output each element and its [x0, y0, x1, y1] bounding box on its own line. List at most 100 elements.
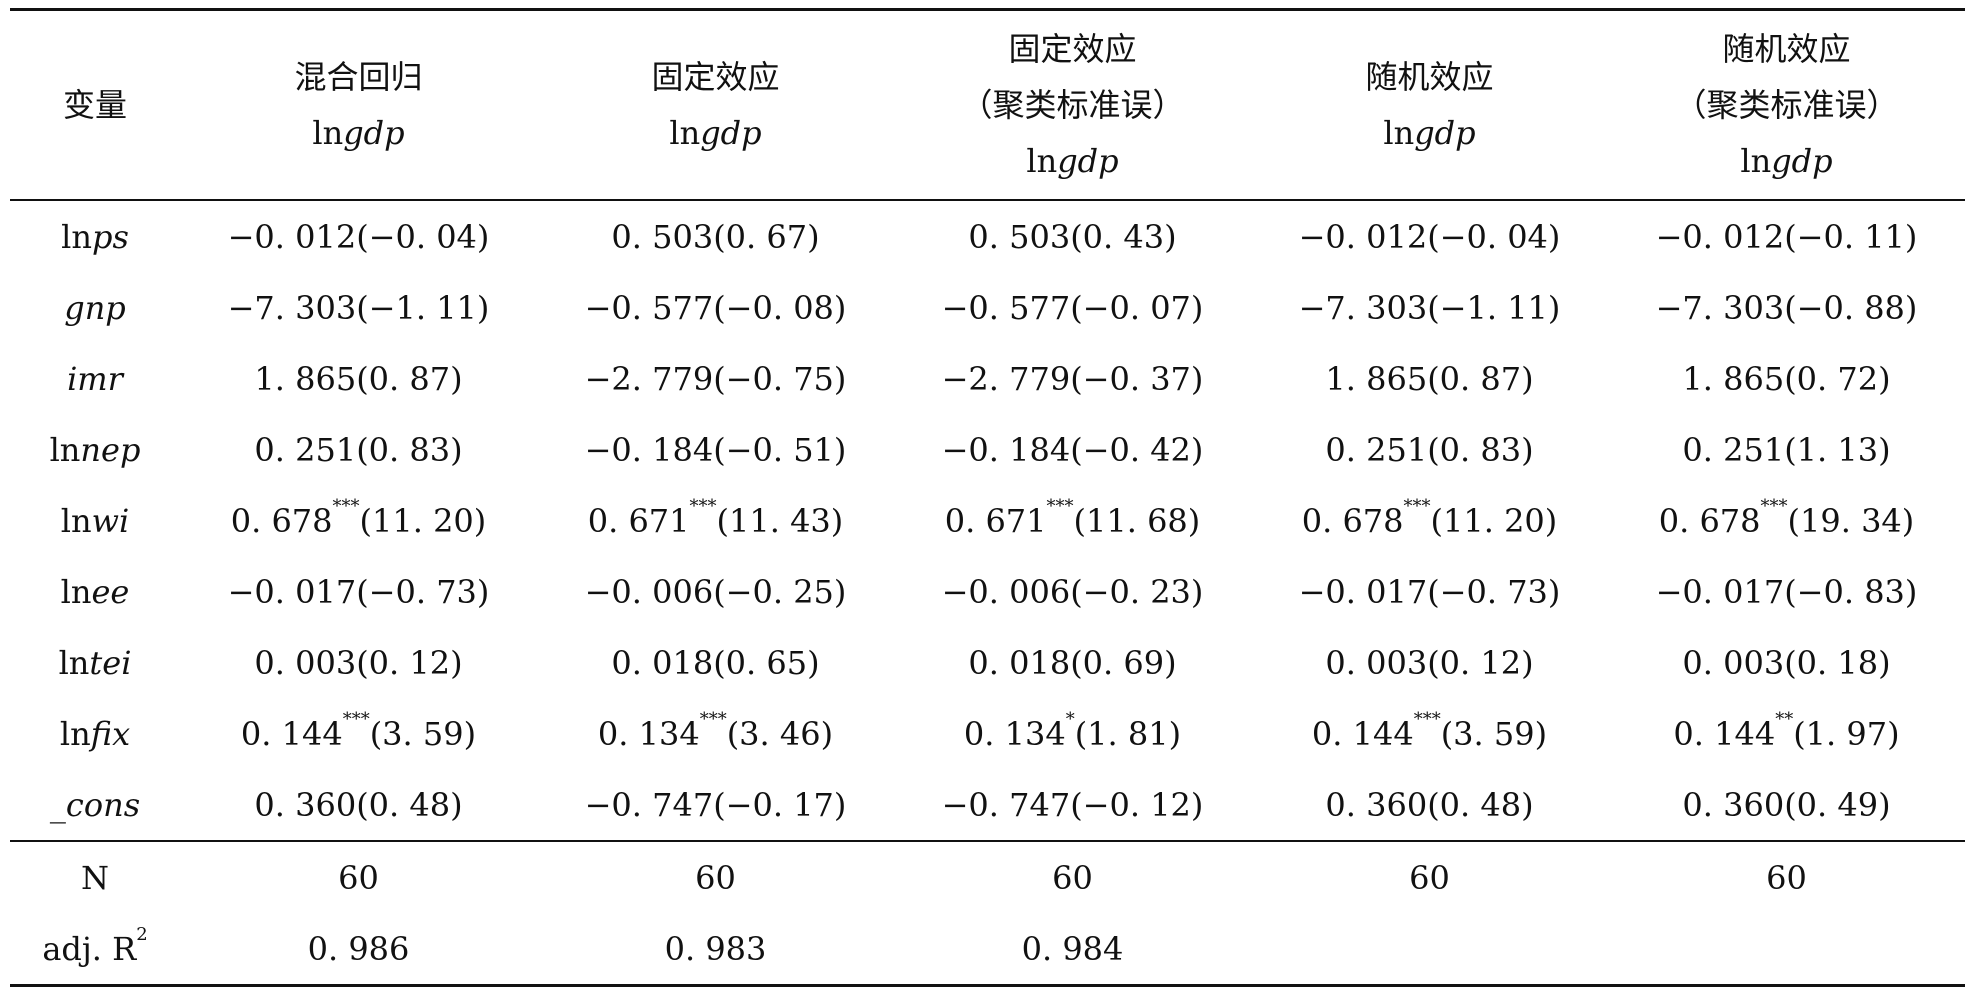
t-statistic: (−0. 04) — [1427, 217, 1561, 256]
variable-symbol: ee — [91, 572, 130, 611]
variable-symbol: wi — [91, 501, 130, 540]
coefficient-cell: 0. 360(0. 49) — [1608, 769, 1965, 841]
model-title: 随机效应 — [1365, 58, 1494, 96]
t-statistic: (−0. 08) — [713, 288, 847, 327]
t-statistic: (0. 67) — [713, 217, 820, 256]
model-subtitle: （聚类标准误） — [960, 86, 1185, 124]
coefficient-cell: −0. 747(−0. 12) — [894, 769, 1251, 841]
t-statistic: (0. 18) — [1784, 643, 1891, 682]
significance-stars: *** — [1760, 495, 1788, 517]
stat-value: 0. 986 — [307, 929, 410, 968]
coefficient-cell: −0. 017(−0. 73) — [180, 556, 537, 627]
coefficient-value: −0. 006 — [584, 572, 714, 611]
t-statistic: (3. 46) — [726, 714, 834, 753]
t-statistic: (0. 87) — [356, 359, 463, 398]
t-statistic: (0. 87) — [1427, 359, 1534, 398]
t-statistic: (−0. 04) — [356, 217, 490, 256]
variable-symbol: imr — [67, 359, 123, 398]
table-row: lnps −0. 012(−0. 04) 0. 503(0. 67) 0. 503(0… — [10, 200, 1965, 272]
stat-value: 60 — [695, 858, 736, 897]
coefficient-value: −0. 006 — [941, 572, 1071, 611]
table-row: adj. R2 0. 986 0. 983 0. 984 — [10, 913, 1965, 986]
significance-stars: *** — [1413, 708, 1441, 730]
t-statistic: (0. 43) — [1070, 217, 1177, 256]
coefficient-value: 0. 003 — [254, 643, 357, 682]
r2-label-text: adj. R — [42, 929, 137, 968]
dep-name: gdp — [1414, 114, 1476, 152]
coefficient-value: 0. 003 — [1325, 643, 1428, 682]
model-title: 混合回归 — [294, 58, 423, 96]
stat-value: 60 — [1409, 858, 1450, 897]
t-statistic: (−1. 11) — [356, 288, 490, 327]
coefficient-cell: 0. 671***(11. 68) — [894, 485, 1251, 556]
t-statistic: (−0. 25) — [713, 572, 847, 611]
table-row: _cons 0. 360(0. 48) −0. 747(−0. 17) −0. 747… — [10, 769, 1965, 841]
coefficient-value: −0. 184 — [584, 430, 714, 469]
coefficient-cell: 0. 134*(1. 81) — [894, 698, 1251, 769]
coefficient-value: −0. 012 — [227, 217, 357, 256]
coefficient-cell: −0. 012(−0. 04) — [180, 200, 537, 272]
t-statistic: (−0. 42) — [1070, 430, 1204, 469]
t-statistic: (3. 59) — [1440, 714, 1548, 753]
t-statistic: (−0. 83) — [1784, 572, 1918, 611]
header-row: 变量 混合回归 lngdp 固定效应 lngdp 固定效应 （聚类标准误） ln… — [10, 9, 1965, 201]
variable-symbol: _cons — [49, 785, 141, 824]
t-statistic: (0. 12) — [1427, 643, 1534, 682]
coefficient-cell: 0. 671***(11. 43) — [537, 485, 894, 556]
coefficient-value: 0. 678 — [1301, 501, 1404, 540]
variable-name: lnee — [10, 556, 180, 627]
coefficient-cell: −0. 017(−0. 73) — [1251, 556, 1608, 627]
table-row: lnee −0. 017(−0. 73) −0. 006(−0. 25) −0. 00… — [10, 556, 1965, 627]
variable-prefix: ln — [58, 643, 90, 682]
stat-value — [1608, 913, 1965, 986]
coefficient-cell: 0. 003(0. 12) — [180, 627, 537, 698]
t-statistic: (−0. 11) — [1784, 217, 1918, 256]
coefficient-value: 0. 360 — [1682, 785, 1785, 824]
coefficient-value: −7. 303 — [1655, 288, 1785, 327]
coefficient-cell: 0. 144***(3. 59) — [1251, 698, 1608, 769]
stat-value: 60 — [338, 858, 379, 897]
t-statistic: (−0. 73) — [356, 572, 490, 611]
significance-stars: *** — [332, 495, 360, 517]
t-statistic: (0. 48) — [1427, 785, 1534, 824]
coefficient-value: 0. 678 — [230, 501, 333, 540]
coefficient-cell: −0. 012(−0. 04) — [1251, 200, 1608, 272]
significance-stars: *** — [699, 708, 727, 730]
coefficient-cell: −0. 184(−0. 42) — [894, 414, 1251, 485]
dep-name: gdp — [700, 114, 762, 152]
coefficient-cell: −0. 747(−0. 17) — [537, 769, 894, 841]
coefficient-cell: −7. 303(−0. 88) — [1608, 272, 1965, 343]
coefficient-value: −0. 747 — [941, 785, 1071, 824]
statistics-rows: N 60 60 60 60 60 adj. R2 0. 986 0. 983 0… — [10, 841, 1965, 986]
t-statistic: (−0. 12) — [1070, 785, 1204, 824]
t-statistic: (−0. 75) — [713, 359, 847, 398]
coefficient-value: 0. 144 — [1673, 714, 1776, 753]
t-statistic: (0. 49) — [1784, 785, 1891, 824]
stat-value — [1251, 913, 1608, 986]
variable-column-header: 变量 — [62, 86, 127, 124]
model-column-header: 随机效应 lngdp — [1251, 10, 1608, 201]
variable-symbol: fix — [90, 714, 131, 753]
coefficient-rows: lnps −0. 012(−0. 04) 0. 503(0. 67) 0. 503(0… — [10, 200, 1965, 841]
dep-prefix: ln — [669, 114, 701, 152]
table-row: imr 1. 865(0. 87) −2. 779(−0. 75) −2. 779(−… — [10, 343, 1965, 414]
coefficient-value: −0. 577 — [941, 288, 1071, 327]
dependent-variable: lngdp — [180, 105, 537, 161]
coefficient-value: 0. 671 — [944, 501, 1047, 540]
coefficient-value: −7. 303 — [1298, 288, 1428, 327]
coefficient-value: −0. 012 — [1655, 217, 1785, 256]
significance-stars: *** — [342, 708, 370, 730]
coefficient-value: −7. 303 — [227, 288, 357, 327]
coefficient-cell: 1. 865(0. 72) — [1608, 343, 1965, 414]
variable-symbol: nep — [80, 430, 141, 469]
coefficient-value: 0. 018 — [611, 643, 714, 682]
coefficient-value: 0. 251 — [254, 430, 357, 469]
coefficient-value: −0. 184 — [941, 430, 1071, 469]
variable-name: imr — [10, 343, 180, 414]
t-statistic: (−0. 07) — [1070, 288, 1204, 327]
variable-name: lnnep — [10, 414, 180, 485]
coefficient-value: 0. 251 — [1325, 430, 1428, 469]
significance-stars: *** — [1403, 495, 1431, 517]
variable-name: _cons — [10, 769, 180, 841]
coefficient-cell: −0. 012(−0. 11) — [1608, 200, 1965, 272]
